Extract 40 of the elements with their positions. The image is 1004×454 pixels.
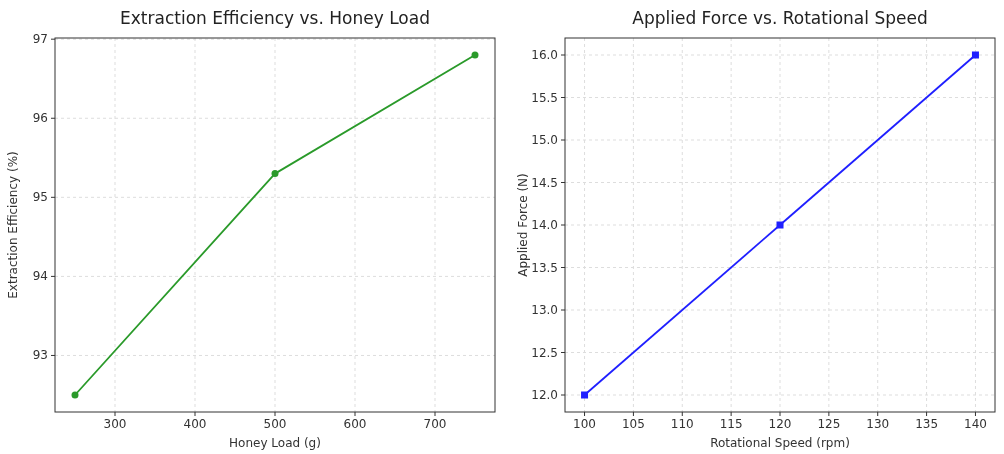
y-tick-label: 15.0 (531, 133, 558, 147)
x-tick-label: 105 (621, 417, 645, 431)
y-tick-label: 96 (32, 111, 48, 126)
y-tick-label: 13.0 (531, 303, 558, 317)
point (471, 51, 479, 59)
point (581, 391, 589, 399)
x-tick-label: 110 (670, 417, 694, 431)
y-tick-label: 14.0 (531, 218, 558, 232)
y-tick-label: 12.0 (531, 388, 558, 402)
y-tick-label: 12.5 (531, 345, 558, 360)
x-tick-label: 400 (183, 417, 207, 431)
x-tick-label: 115 (719, 417, 743, 431)
y-tick-label: 15.5 (531, 90, 558, 105)
y-axis-title: Extraction Efficiency (%) (6, 151, 20, 299)
x-tick-label: 130 (866, 417, 890, 431)
y-tick-label: 94 (32, 269, 48, 284)
x-tick-label: 125 (817, 417, 841, 431)
y-tick-label: 97 (32, 32, 48, 47)
x-tick-label: 600 (343, 417, 367, 431)
point (71, 391, 79, 399)
chart-title: Extraction Efficiency vs. Honey Load (120, 8, 430, 28)
x-tick-label: 700 (423, 417, 447, 431)
y-tick-label: 93 (32, 348, 48, 363)
point (271, 170, 279, 178)
chart-title: Applied Force vs. Rotational Speed (632, 8, 928, 28)
x-axis-title: Honey Load (g) (229, 436, 321, 450)
point (776, 221, 784, 229)
y-tick-label: 95 (32, 190, 48, 205)
y-tick-label: 13.5 (531, 260, 558, 275)
y-tick-label: 16.0 (531, 48, 558, 62)
x-tick-label: 300 (103, 417, 127, 431)
x-tick-label: 120 (768, 417, 792, 431)
x-axis-title: Rotational Speed (rpm) (710, 436, 850, 450)
point (971, 51, 979, 59)
x-tick-label: 500 (263, 417, 287, 431)
x-tick-label: 100 (573, 417, 596, 431)
x-tick-label: 140 (964, 417, 987, 431)
y-axis-title: Applied Force (N) (516, 173, 530, 277)
x-tick-label: 135 (915, 417, 939, 431)
y-tick-label: 14.5 (531, 175, 558, 190)
